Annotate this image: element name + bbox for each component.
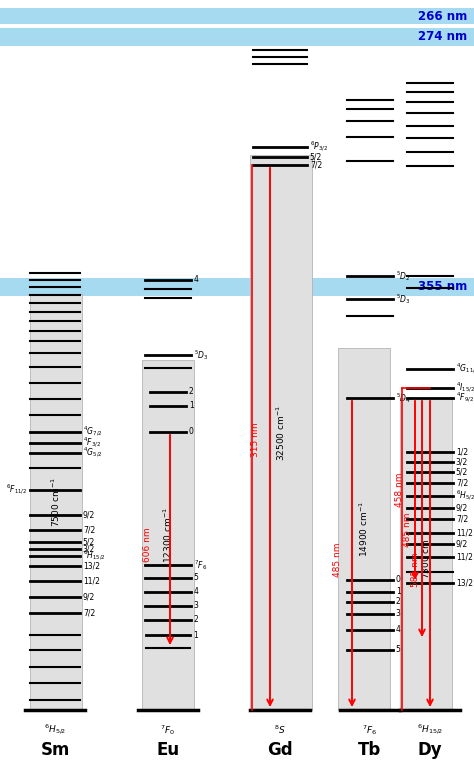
Text: $^7F_0$: $^7F_0$ — [160, 723, 175, 737]
Text: $^8S$: $^8S$ — [274, 724, 286, 736]
Text: 7/2: 7/2 — [83, 526, 95, 534]
Text: 585 nm: 585 nm — [410, 553, 419, 587]
Text: $^4F_{3/2}$: $^4F_{3/2}$ — [83, 436, 101, 450]
Text: $^6H_{15/2}$: $^6H_{15/2}$ — [417, 723, 443, 737]
Text: $^7F_6$: $^7F_6$ — [362, 723, 378, 737]
Text: 14900 cm$^{-1}$: 14900 cm$^{-1}$ — [358, 501, 370, 557]
Text: Sm: Sm — [40, 741, 70, 759]
Text: $^6H_{5/2}$: $^6H_{5/2}$ — [44, 723, 66, 737]
Text: 7/2: 7/2 — [456, 514, 468, 523]
Text: $^6F_{11/2}$: $^6F_{11/2}$ — [6, 483, 27, 497]
Text: $^4G_{5/2}$: $^4G_{5/2}$ — [83, 446, 102, 460]
Text: 32500 cm$^{-1}$: 32500 cm$^{-1}$ — [275, 405, 287, 461]
Text: 7/2: 7/2 — [456, 479, 468, 487]
Text: 5/2: 5/2 — [310, 153, 322, 161]
Text: 1: 1 — [193, 631, 198, 639]
Text: $^5D_4$: $^5D_4$ — [396, 391, 410, 405]
Bar — [400, 398, 452, 710]
Text: $^4F_{9/2}$: $^4F_{9/2}$ — [456, 391, 474, 405]
Text: 1: 1 — [189, 401, 193, 411]
Text: 5/2: 5/2 — [456, 468, 468, 476]
Text: 12300 cm$^{-1}$: 12300 cm$^{-1}$ — [162, 507, 174, 563]
Text: $^7F_6$: $^7F_6$ — [194, 558, 207, 572]
Text: $^5D_2$: $^5D_2$ — [396, 269, 410, 283]
Text: 9/2: 9/2 — [456, 540, 468, 548]
Text: 485 nm: 485 nm — [334, 543, 343, 577]
Text: 4: 4 — [396, 625, 401, 635]
Bar — [250, 155, 312, 710]
Text: 274 nm: 274 nm — [418, 31, 467, 43]
Text: 3: 3 — [194, 601, 199, 611]
Text: 266 nm: 266 nm — [418, 9, 467, 22]
Text: 7/2: 7/2 — [310, 161, 322, 170]
Text: 7300 cm$^{-1}$: 7300 cm$^{-1}$ — [420, 529, 432, 579]
Bar — [30, 294, 82, 710]
Text: $^4G_{11/2}$: $^4G_{11/2}$ — [456, 362, 474, 376]
Text: 11/2: 11/2 — [83, 577, 100, 585]
Bar — [142, 360, 194, 710]
Text: Dy: Dy — [418, 741, 442, 759]
Bar — [0, 278, 474, 296]
Text: 4: 4 — [194, 276, 199, 285]
Bar — [0, 8, 474, 24]
Text: $^4G_{7/2}$: $^4G_{7/2}$ — [83, 425, 102, 439]
Bar — [0, 28, 474, 46]
Text: 315 nm: 315 nm — [252, 423, 261, 457]
Text: 3/2: 3/2 — [83, 544, 95, 554]
Text: 5: 5 — [194, 574, 199, 583]
Text: Gd: Gd — [267, 741, 293, 759]
Text: 355 nm: 355 nm — [418, 280, 467, 293]
Text: 0: 0 — [189, 428, 194, 436]
Text: Tb: Tb — [358, 741, 382, 759]
Text: 2: 2 — [194, 615, 199, 625]
Text: $^6H_{5/2}$: $^6H_{5/2}$ — [456, 489, 474, 503]
Text: 11/2: 11/2 — [456, 529, 473, 537]
Text: 5: 5 — [396, 645, 401, 655]
Bar — [338, 348, 390, 710]
Text: 1: 1 — [396, 587, 401, 597]
Text: 2: 2 — [396, 598, 401, 607]
Text: 7500 cm$^{-1}$: 7500 cm$^{-1}$ — [50, 477, 62, 527]
Text: 3: 3 — [396, 610, 401, 618]
Text: 11/2: 11/2 — [456, 553, 473, 561]
Text: 5/2: 5/2 — [83, 537, 95, 547]
Text: $^5D_3$: $^5D_3$ — [194, 348, 209, 362]
Text: $^4I_{15/2}$: $^4I_{15/2}$ — [456, 381, 474, 395]
Text: $^6H_{15/2}$: $^6H_{15/2}$ — [83, 549, 106, 563]
Text: 606 nm: 606 nm — [144, 528, 153, 562]
Text: $^6P_{3/2}$: $^6P_{3/2}$ — [310, 140, 328, 154]
Text: Eu: Eu — [156, 741, 180, 759]
Text: 7/2: 7/2 — [83, 608, 95, 618]
Text: 9/2: 9/2 — [83, 510, 95, 520]
Text: 13/2: 13/2 — [456, 578, 473, 587]
Text: 1/2: 1/2 — [456, 448, 468, 456]
Text: 2: 2 — [189, 388, 193, 397]
Text: 9/2: 9/2 — [83, 592, 95, 601]
Text: 458 nm: 458 nm — [395, 472, 404, 507]
Text: 485 nm: 485 nm — [402, 513, 411, 547]
Text: $^5D_3$: $^5D_3$ — [396, 292, 410, 306]
Text: 9/2: 9/2 — [456, 503, 468, 513]
Text: 3/2: 3/2 — [456, 458, 468, 466]
Text: 4: 4 — [194, 587, 199, 597]
Text: 0: 0 — [396, 575, 401, 584]
Text: 13/2: 13/2 — [83, 561, 100, 571]
